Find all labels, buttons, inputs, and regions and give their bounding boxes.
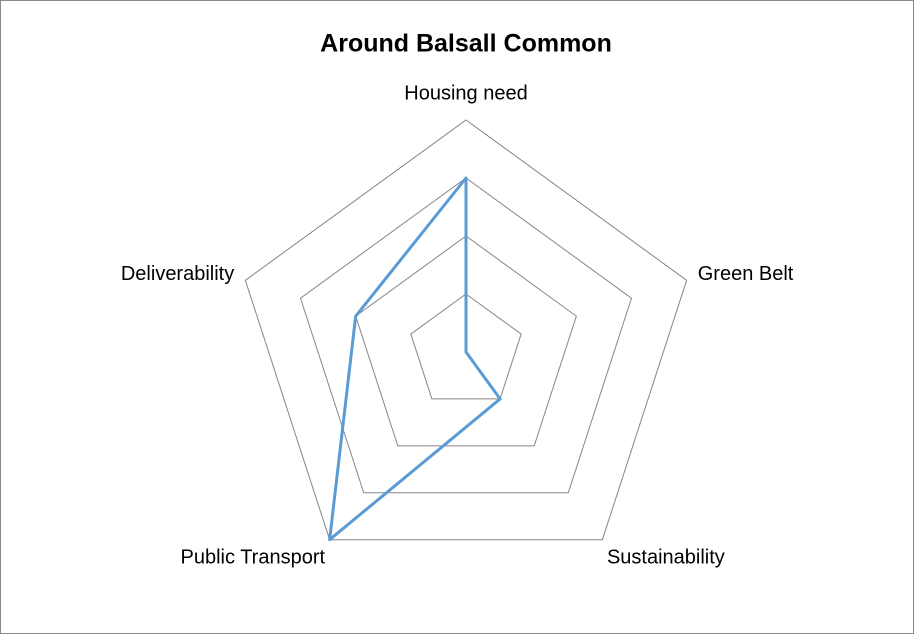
chart-title: Around Balsall Common <box>320 30 612 58</box>
grid-ring <box>244 119 688 541</box>
grid-ring <box>299 177 633 494</box>
category-label: Green Belt <box>698 263 794 285</box>
series-line <box>328 176 502 542</box>
category-label: Sustainability <box>607 547 725 569</box>
grid-ring <box>355 235 577 447</box>
category-label: Housing need <box>404 82 527 104</box>
category-label: Deliverability <box>121 263 234 285</box>
category-label: Public Transport <box>181 547 326 569</box>
grid-ring <box>410 293 522 400</box>
